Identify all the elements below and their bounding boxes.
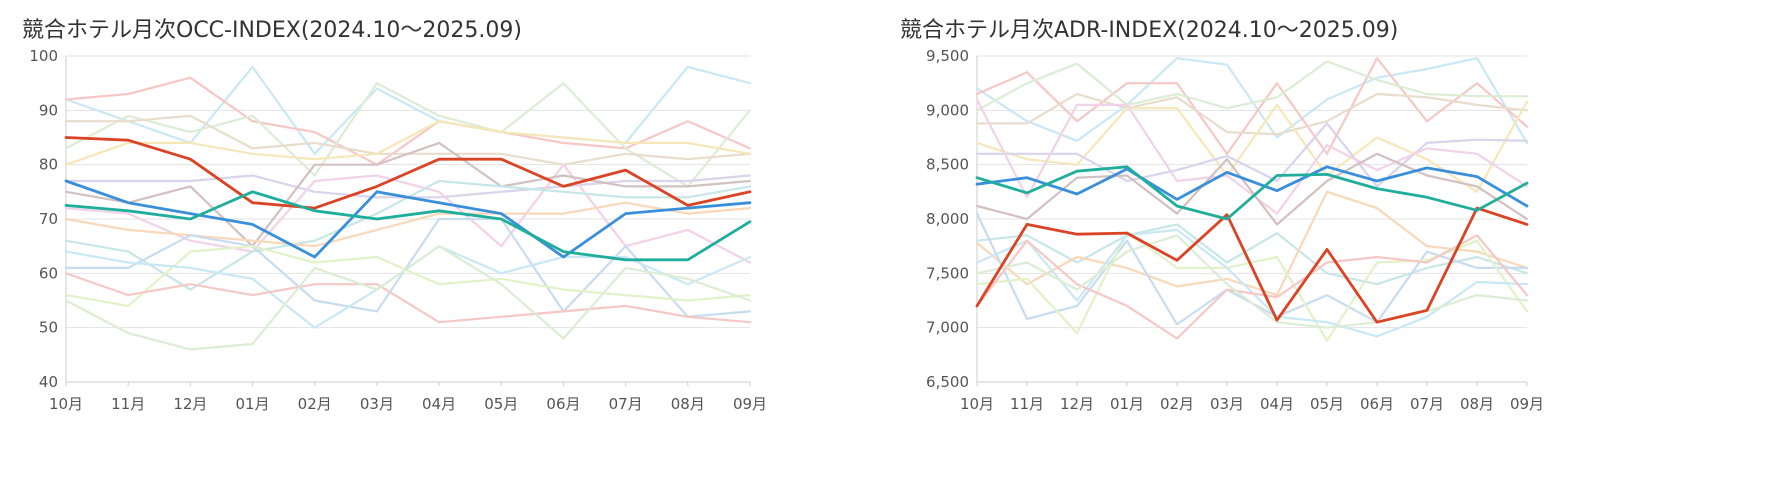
- x-tick-label: 08月: [671, 395, 705, 413]
- muted-series-line: [64, 141, 752, 248]
- x-tick-label: 07月: [1410, 395, 1444, 413]
- y-tick-label: 7,500: [926, 264, 969, 282]
- highlight-series-line: [64, 136, 752, 210]
- y-tick-label: 6,500: [926, 373, 969, 391]
- y-tick-label: 60: [39, 264, 58, 282]
- muted-series-line: [975, 100, 1529, 193]
- y-tick-label: 100: [29, 47, 58, 65]
- y-tick-label: 90: [39, 101, 58, 119]
- adr-chart-plot: 6,500 7,000 7,500 8,000 8,500 9,000 9,500 10月 11…: [926, 47, 1544, 413]
- muted-series-line: [975, 228, 1529, 338]
- muted-series-line: [64, 201, 752, 248]
- muted-series-line: [975, 122, 1529, 188]
- x-tick-label: 03月: [1210, 395, 1244, 413]
- highlight-series-line: [975, 165, 1529, 221]
- muted-series-line: [975, 98, 1529, 215]
- muted-series-line: [975, 234, 1529, 329]
- muted-series-line: [64, 245, 752, 351]
- highlight-series-line: [64, 179, 752, 259]
- muted-series-line: [64, 114, 752, 166]
- x-tick-label: 07月: [609, 395, 643, 413]
- highlight-series-line: [975, 165, 1529, 208]
- y-tick-label: 50: [39, 319, 58, 337]
- y-tick-label: 80: [39, 156, 58, 174]
- x-tick-label: 05月: [1310, 395, 1344, 413]
- x-tick-label: 09月: [1510, 395, 1544, 413]
- y-tick-label: 9,500: [926, 47, 969, 65]
- x-tick-label: 12月: [1060, 395, 1094, 413]
- y-tick-label: 40: [39, 373, 58, 391]
- x-tick-label: 02月: [1160, 395, 1194, 413]
- x-tick-label: 09月: [733, 395, 767, 413]
- y-tick-label: 7,000: [926, 319, 969, 337]
- muted-series-line: [975, 223, 1529, 286]
- x-tick-label: 11月: [111, 395, 145, 413]
- occ-chart-plot: 40 50 60 70 80 90 100 10月 11月 12月 01月 02月 03月 04月 05月 0…: [29, 47, 767, 413]
- muted-series-line: [975, 57, 1529, 155]
- x-tick-label: 06月: [1360, 395, 1394, 413]
- y-tick-label: 8,000: [926, 210, 969, 228]
- x-tick-label: 01月: [1110, 395, 1144, 413]
- x-tick-label: 11月: [1010, 395, 1044, 413]
- highlight-series-line: [975, 206, 1529, 324]
- x-tick-label: 03月: [360, 395, 394, 413]
- x-tick-label: 08月: [1460, 395, 1494, 413]
- muted-series-line: [64, 245, 752, 307]
- y-tick-label: 9,000: [926, 101, 969, 119]
- muted-series-line: [64, 65, 752, 155]
- x-tick-label: 04月: [1260, 395, 1294, 413]
- occ-chart-title: 競合ホテル月次OCC-INDEX(2024.10～2025.09): [22, 18, 522, 43]
- x-tick-label: 12月: [173, 395, 207, 413]
- muted-series-line: [975, 60, 1529, 112]
- adr-index-chart: 競合ホテル月次ADR-INDEX(2024.10～2025.09) 6,500 7…: [882, 0, 1765, 495]
- muted-series-line: [975, 190, 1529, 297]
- occ-index-chart: 競合ホテル月次OCC-INDEX(2024.10～2025.09) 40 50 60…: [0, 0, 882, 495]
- x-tick-label: 02月: [298, 395, 332, 413]
- y-tick-label: 70: [39, 210, 58, 228]
- muted-series-line: [975, 234, 1529, 340]
- muted-series-line: [64, 120, 752, 166]
- x-tick-label: 06月: [546, 395, 580, 413]
- x-tick-label: 04月: [422, 395, 456, 413]
- muted-series-line: [975, 57, 1529, 144]
- muted-series-line: [975, 152, 1529, 226]
- x-tick-label: 01月: [235, 395, 269, 413]
- x-tick-label: 10月: [49, 395, 83, 413]
- muted-series-line: [64, 217, 752, 318]
- highlight-series-line: [64, 190, 752, 262]
- muted-series-line: [64, 163, 752, 264]
- muted-series-line: [64, 272, 752, 324]
- y-tick-label: 8,500: [926, 156, 969, 174]
- x-tick-label: 05月: [484, 395, 518, 413]
- muted-series-line: [975, 92, 1529, 136]
- adr-chart-title: 競合ホテル月次ADR-INDEX(2024.10～2025.09): [900, 18, 1399, 43]
- x-tick-label: 10月: [960, 395, 994, 413]
